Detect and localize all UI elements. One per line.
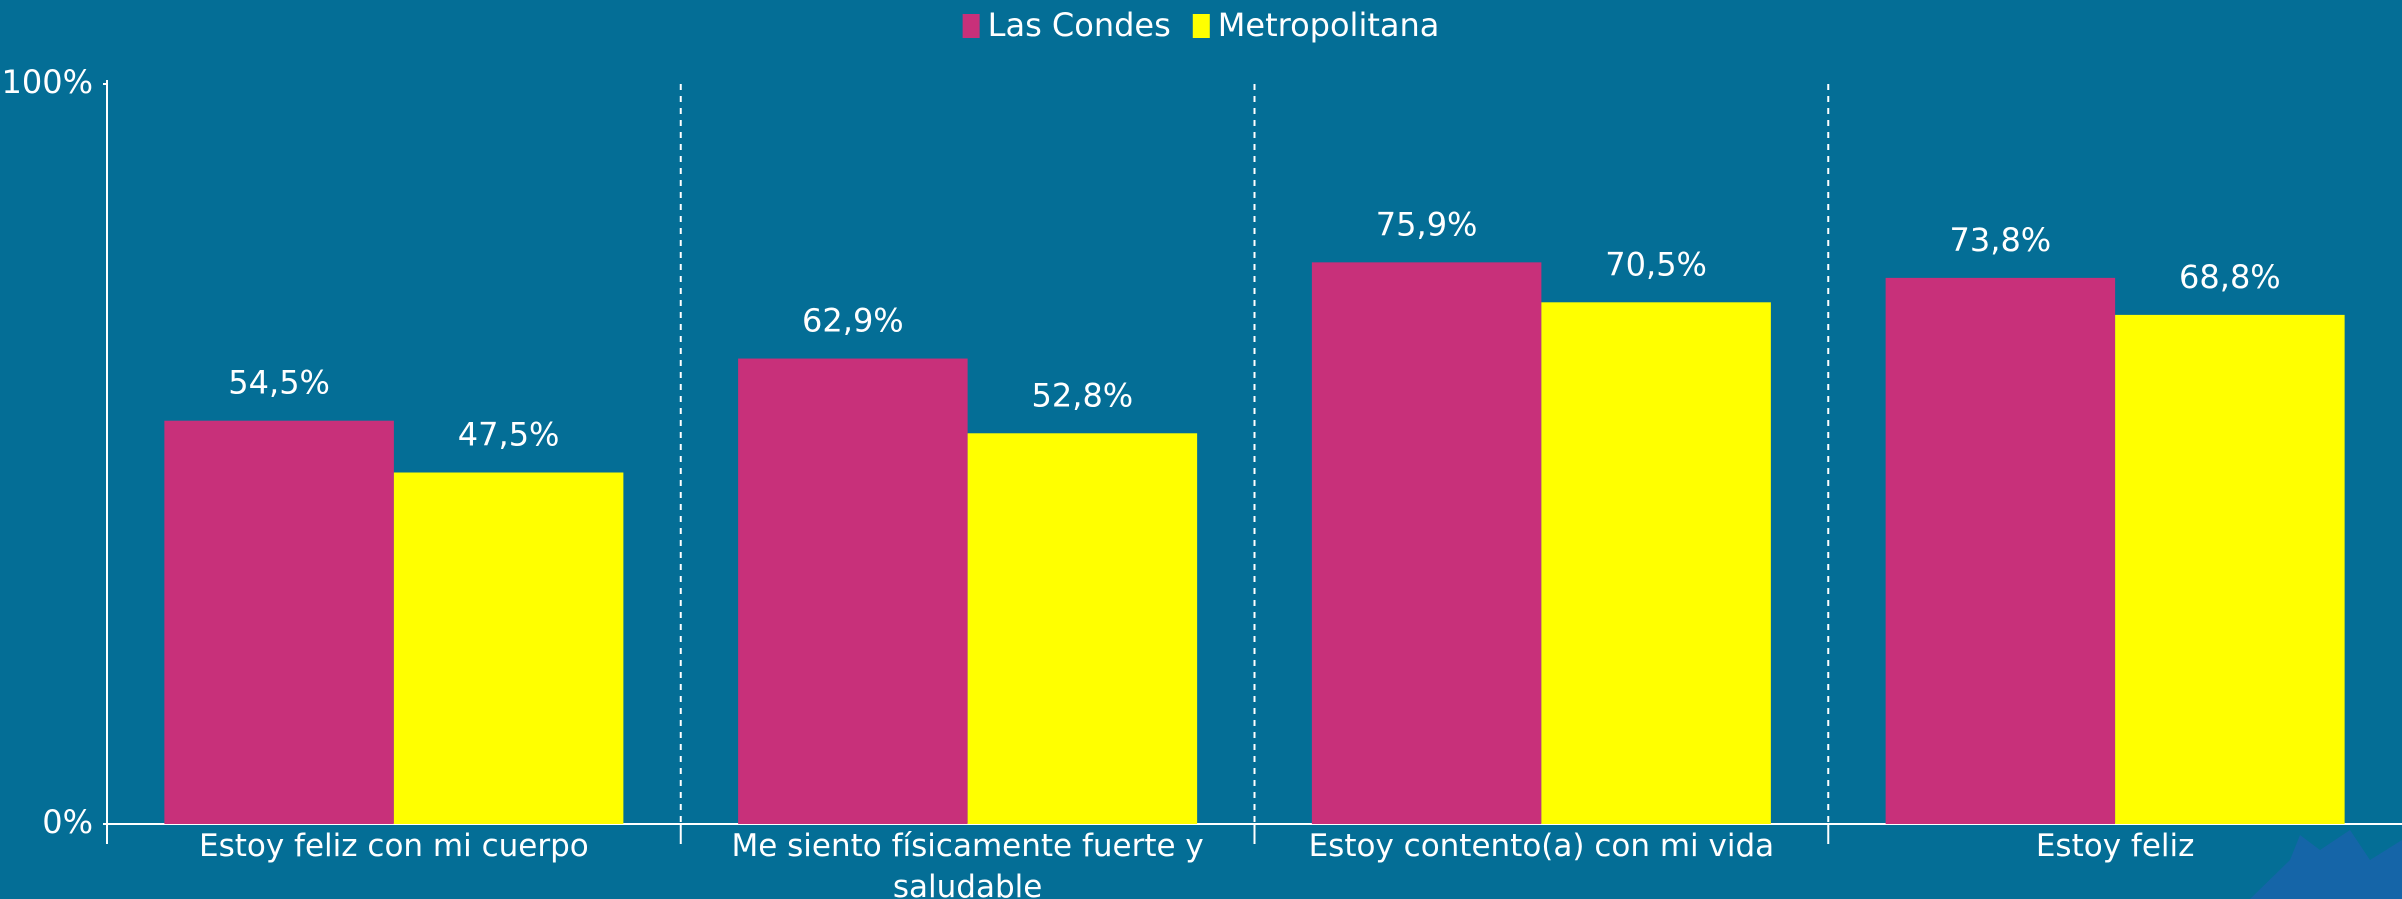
chart: 0% 100% Estoy feliz con mi cuerpo 54,5% 47,5… [0,0,2402,899]
value-label: 73,8% [1950,221,2052,259]
legend-swatch [963,14,980,38]
value-label: 68,8% [2179,258,2281,296]
x-tick-label: Me siento físicamente fuerte y saludable [681,826,1255,899]
x-label-box: Estoy contento(a) con mi vida [1255,826,1829,899]
y-tick-label: 0% [42,803,93,841]
bar [2115,315,2345,824]
x-tick-label: Estoy feliz [1828,826,2402,867]
bar [394,473,624,825]
value-label: 47,5% [458,416,560,454]
x-tick-label: Estoy feliz con mi cuerpo [107,826,681,867]
value-label: 70,5% [1605,245,1707,283]
bar [1886,278,2116,824]
bar [968,433,1198,824]
bar [1541,302,1771,824]
value-label: 75,9% [1376,205,1478,243]
bar [164,421,394,824]
value-label: 52,8% [1032,376,1134,414]
legend-label: Las Condes [988,6,1171,44]
x-label-box: Estoy feliz [1828,826,2402,899]
x-label-box: Estoy feliz con mi cuerpo [107,826,681,899]
legend-swatch [1193,14,1210,38]
value-label: 62,9% [802,302,904,340]
bar [738,359,968,824]
bar [1312,262,1542,824]
value-label: 54,5% [228,364,330,402]
legend-label: Metropolitana [1218,6,1440,44]
y-tick-label: 100% [2,63,93,101]
x-label-box: Me siento físicamente fuerte y saludable [681,826,1255,899]
x-tick-label: Estoy contento(a) con mi vida [1255,826,1829,867]
